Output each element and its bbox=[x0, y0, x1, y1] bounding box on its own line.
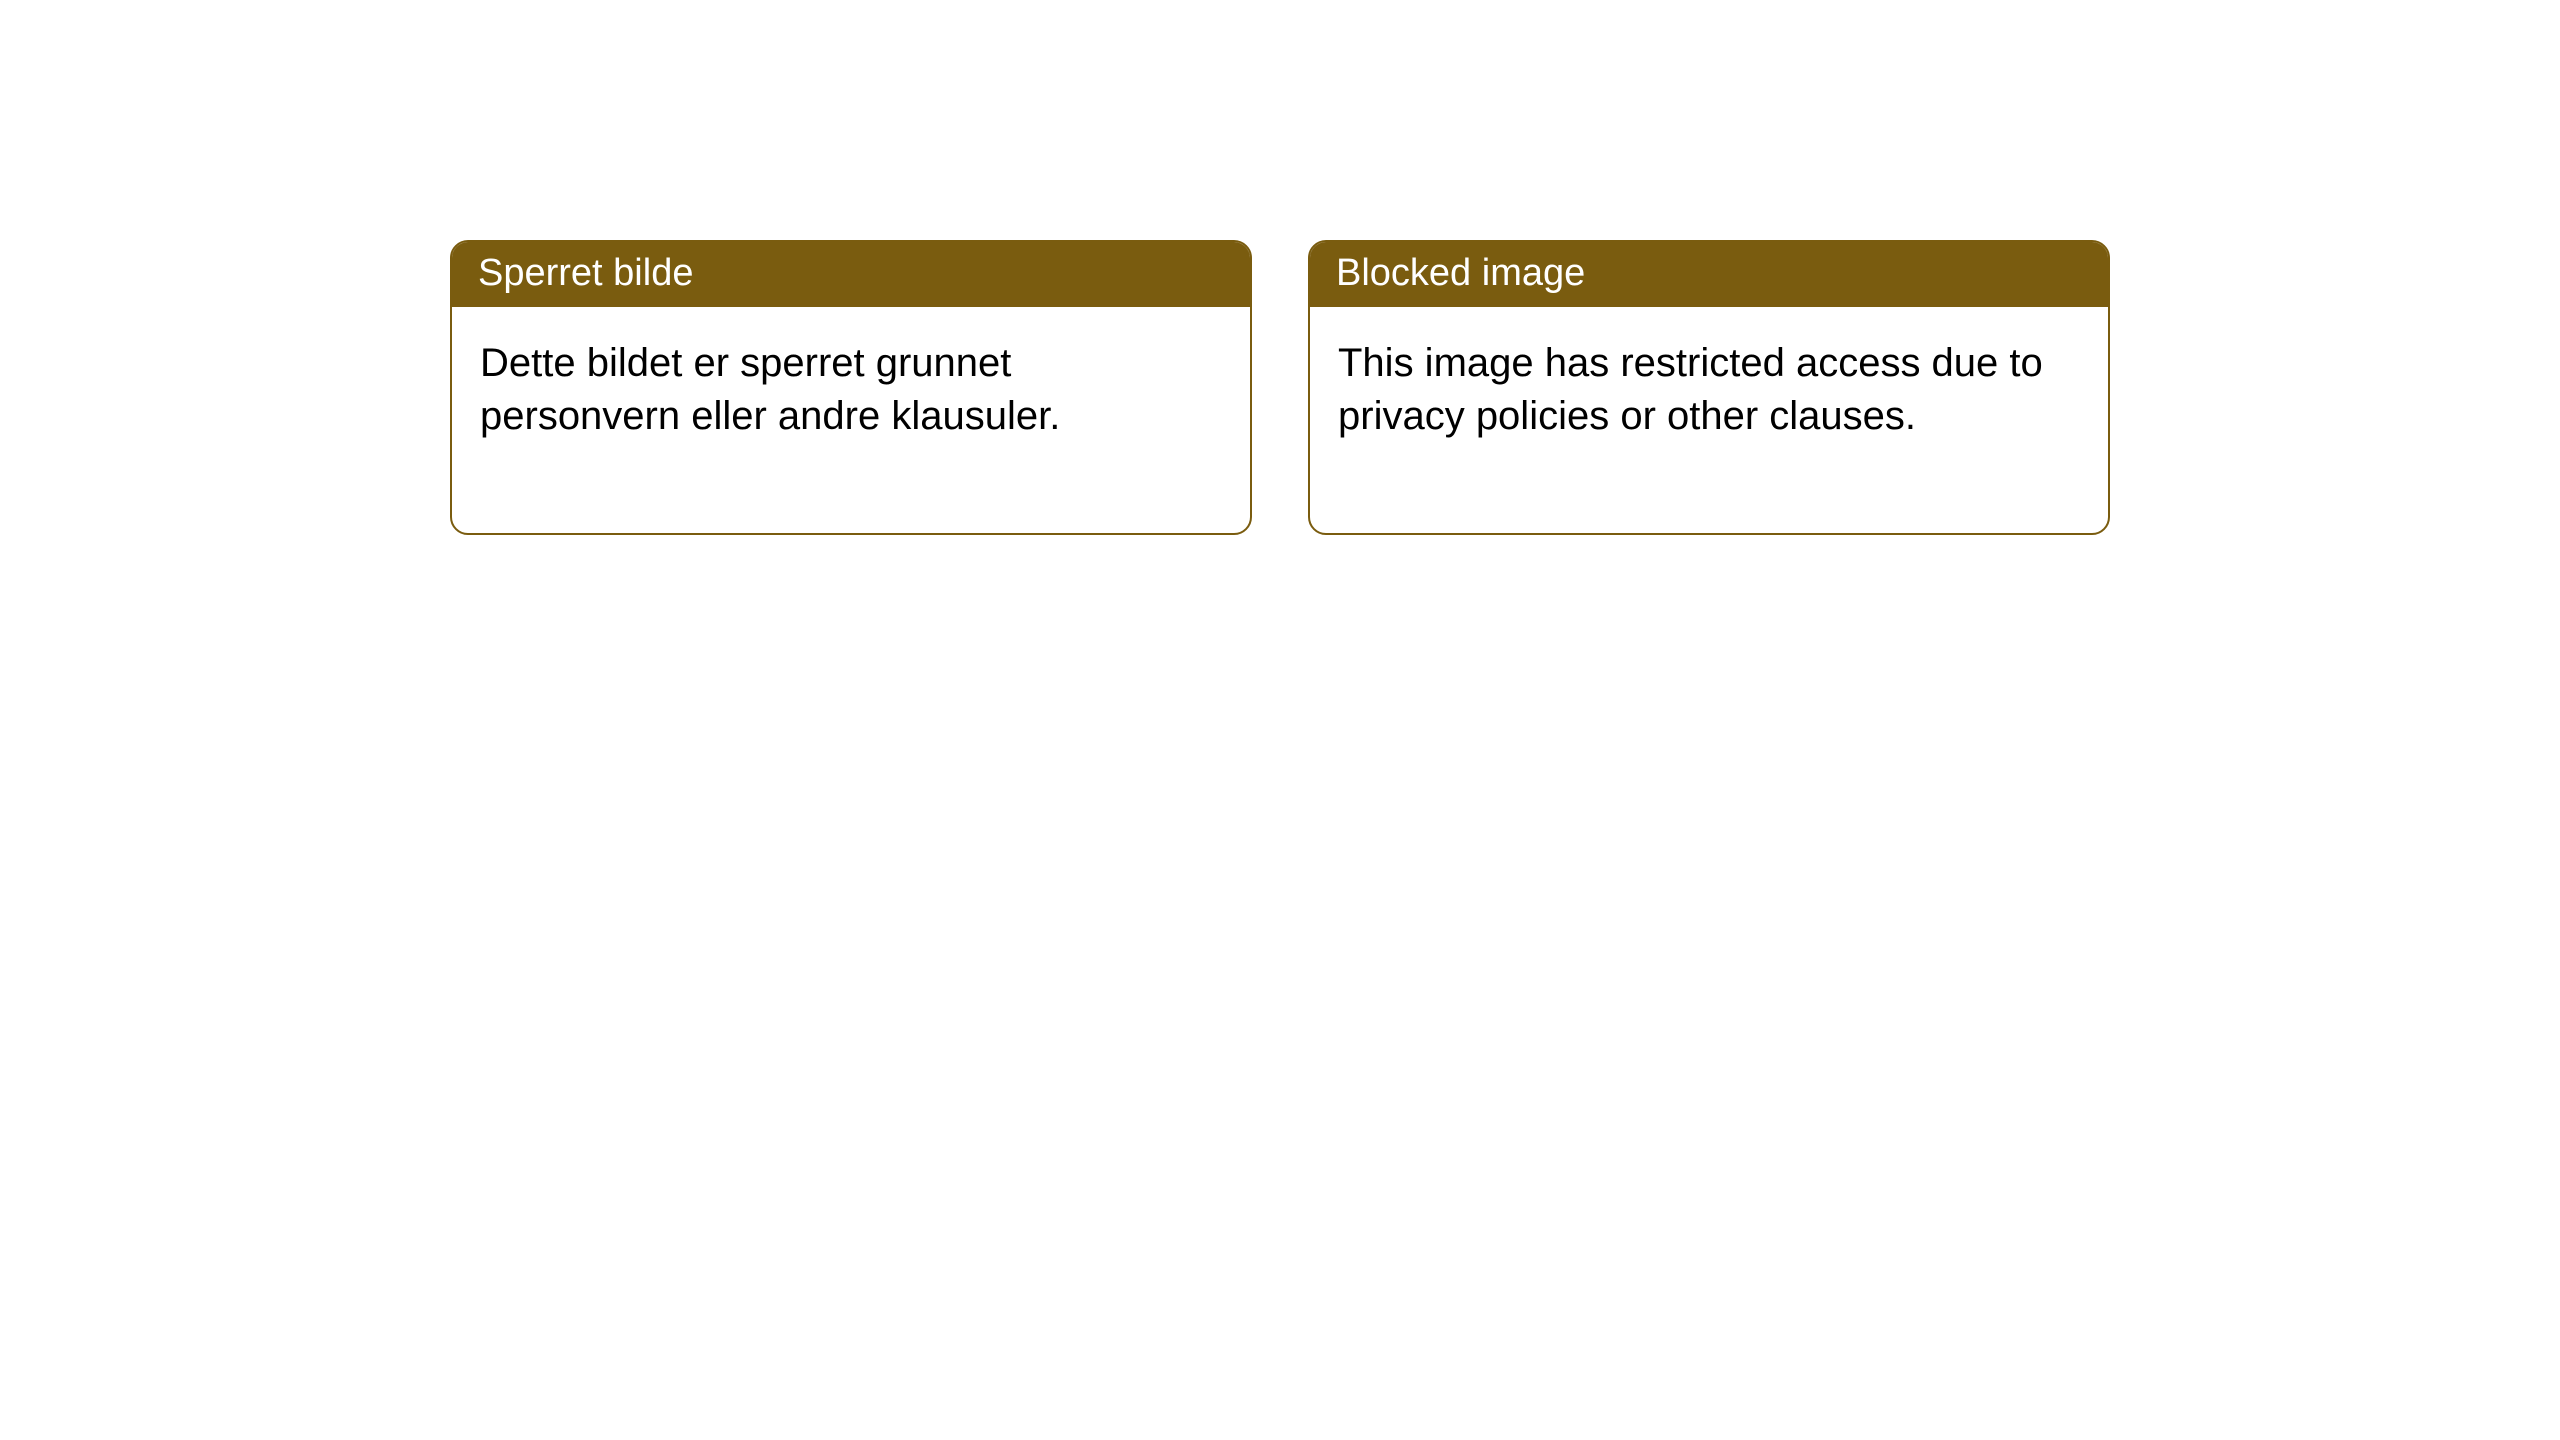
notice-container: Sperret bilde Dette bildet er sperret gr… bbox=[0, 0, 2560, 535]
notice-body-text: This image has restricted access due to … bbox=[1338, 341, 2043, 438]
notice-header: Sperret bilde bbox=[452, 242, 1250, 307]
notice-body: Dette bildet er sperret grunnet personve… bbox=[452, 307, 1250, 533]
notice-box-norwegian: Sperret bilde Dette bildet er sperret gr… bbox=[450, 240, 1252, 535]
notice-body-text: Dette bildet er sperret grunnet personve… bbox=[480, 341, 1060, 438]
notice-title: Blocked image bbox=[1336, 252, 1585, 294]
notice-box-english: Blocked image This image has restricted … bbox=[1308, 240, 2110, 535]
notice-header: Blocked image bbox=[1310, 242, 2108, 307]
notice-body: This image has restricted access due to … bbox=[1310, 307, 2108, 533]
notice-title: Sperret bilde bbox=[478, 252, 693, 294]
